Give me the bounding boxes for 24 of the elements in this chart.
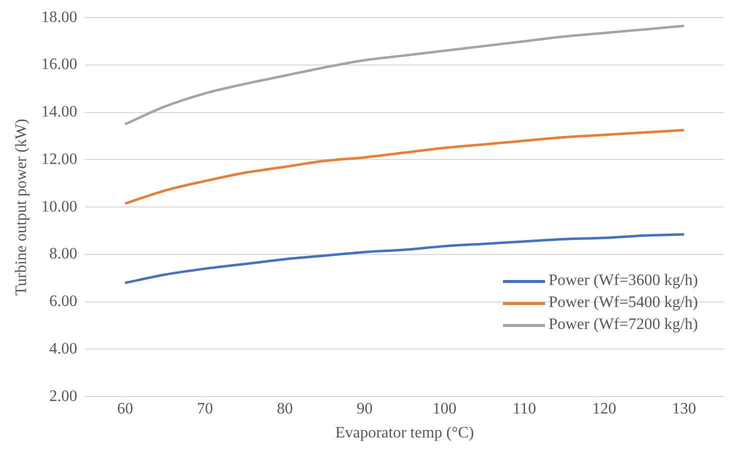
x-tick-label: 70 [196,400,213,418]
x-tick-label: 100 [432,400,457,418]
legend-label: Power (Wf=5400 kg/h) [548,293,698,313]
y-tick-label: 10.00 [41,198,78,216]
y-axis-title: Turbine output power (kW) [12,118,30,296]
y-tick-label: 18.00 [41,8,78,26]
y-tick-label: 14.00 [41,104,78,121]
x-tick-label: 60 [117,400,134,418]
line-series [124,128,686,205]
legend-label: Power (Wf=7200 kg/h) [548,315,698,335]
line-series [124,24,686,126]
x-tick-label: 110 [512,400,536,418]
x-tick-label: 90 [356,400,373,418]
x-tick-label: 130 [672,400,696,418]
y-tick-label: 8.00 [49,246,78,263]
y-tick-label: 4.00 [49,340,78,358]
x-tick-label: 120 [592,400,616,418]
legend-label: Power (Wf=3600 kg/h) [548,271,698,291]
y-tick-label: 12.00 [41,150,78,168]
y-tick-label: 2.00 [49,388,78,405]
y-tick-label: 6.00 [49,293,78,310]
y-tick-label: 16.00 [41,56,78,74]
x-tick-label: 80 [276,400,293,418]
x-axis-title: Evaporator temp (°C) [335,424,474,442]
